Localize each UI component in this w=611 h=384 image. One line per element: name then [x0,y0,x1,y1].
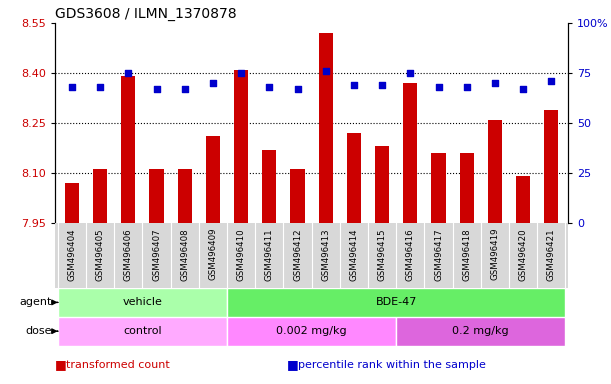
Text: GSM496415: GSM496415 [378,228,387,281]
Bar [516,176,530,223]
Bar [375,146,389,223]
Text: GSM496408: GSM496408 [180,228,189,281]
Bar [178,169,192,223]
Point [180,86,189,92]
Bar [227,288,565,317]
Bar [65,183,79,223]
Text: GDS3608 / ILMN_1370878: GDS3608 / ILMN_1370878 [55,7,236,21]
Text: ■: ■ [55,358,71,371]
Text: GSM496420: GSM496420 [519,228,528,281]
Text: GSM496414: GSM496414 [349,228,359,281]
Point [208,80,218,86]
Point [123,70,133,76]
Text: GSM496409: GSM496409 [208,228,218,280]
Bar [206,136,220,223]
Bar [290,169,304,223]
Text: control: control [123,326,162,336]
Bar [121,76,136,223]
Bar [58,288,227,317]
Point [321,68,331,74]
Bar [431,153,445,223]
Point [67,84,77,90]
Point [518,86,528,92]
Text: GSM496416: GSM496416 [406,228,415,281]
Text: GSM496410: GSM496410 [236,228,246,281]
Text: percentile rank within the sample: percentile rank within the sample [298,360,486,370]
Text: ■: ■ [287,358,303,371]
Text: GSM496404: GSM496404 [67,228,76,281]
Point [349,82,359,88]
Bar [544,109,558,223]
Text: GSM496421: GSM496421 [547,228,556,281]
Bar [396,317,565,346]
Point [434,84,444,90]
Point [152,86,161,92]
Text: dose: dose [26,326,52,336]
Point [462,84,472,90]
Text: agent: agent [20,297,52,308]
Bar [347,133,361,223]
Bar [319,33,333,223]
Text: GSM496405: GSM496405 [95,228,104,281]
Text: BDE-47: BDE-47 [376,297,417,308]
Text: GSM496406: GSM496406 [124,228,133,281]
Point [95,84,105,90]
Point [490,80,500,86]
Bar [93,169,107,223]
Text: GSM496417: GSM496417 [434,228,443,281]
Bar [227,317,396,346]
Point [265,84,274,90]
Text: vehicle: vehicle [122,297,163,308]
Bar [459,153,474,223]
Text: GSM496418: GSM496418 [462,228,471,281]
Text: GSM496419: GSM496419 [491,228,499,280]
Text: GSM496413: GSM496413 [321,228,330,281]
Bar [403,83,417,223]
Text: GSM496412: GSM496412 [293,228,302,281]
Point [236,70,246,76]
Text: GSM496407: GSM496407 [152,228,161,281]
Bar [58,317,227,346]
Point [293,86,302,92]
Text: 0.2 mg/kg: 0.2 mg/kg [453,326,509,336]
Text: 0.002 mg/kg: 0.002 mg/kg [276,326,347,336]
Point [546,78,556,84]
Point [377,82,387,88]
Bar [488,119,502,223]
Point [406,70,415,76]
Bar [234,70,248,223]
Bar [150,169,164,223]
Text: GSM496411: GSM496411 [265,228,274,281]
Bar [262,149,276,223]
Text: transformed count: transformed count [66,360,170,370]
